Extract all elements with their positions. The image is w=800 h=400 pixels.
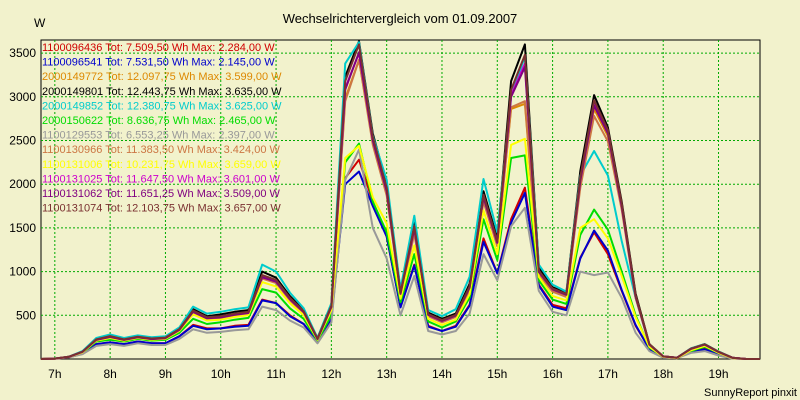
legend-entry: 1100131074 Tot: 12.103,75 Wh Max: 3.657,… bbox=[42, 203, 281, 215]
legend-entry: 2000149772 Tot: 12.097,75 Wh Max: 3.599,… bbox=[42, 71, 282, 83]
y-tick-label: 1500 bbox=[9, 221, 36, 235]
y-tick-label: 2500 bbox=[9, 134, 36, 148]
legend-entry: 1100096436 Tot: 7.509,50 Wh Max: 2.284,0… bbox=[42, 42, 275, 54]
x-tick-label: 10h bbox=[211, 367, 231, 381]
chart-title: Wechselrichtervergleich vom 01.09.2007 bbox=[283, 11, 518, 26]
x-tick-label: 15h bbox=[487, 367, 507, 381]
x-tick-label: 12h bbox=[321, 367, 341, 381]
x-tick-label: 18h bbox=[653, 367, 673, 381]
x-tick-label: 19h bbox=[709, 367, 729, 381]
series-line-1100096541 bbox=[40, 170, 760, 360]
y-axis-label: W bbox=[34, 16, 46, 30]
grid-lines bbox=[41, 40, 760, 359]
legend-entry: 2000149852 Tot: 12.380,75 Wh Max: 3.625,… bbox=[42, 100, 282, 112]
x-tick-label: 13h bbox=[377, 367, 397, 381]
footer-text: SunnyReport pinxit bbox=[704, 387, 797, 399]
y-tick-label: 3500 bbox=[9, 46, 36, 60]
series-line-1100129553 bbox=[40, 148, 760, 360]
x-tick-label: 11h bbox=[266, 367, 285, 381]
x-tick-label: 8h bbox=[103, 367, 116, 381]
legend-entry: 1100131025 Tot: 11.647,50 Wh Max: 3.601,… bbox=[42, 173, 281, 185]
y-tick-label: 1000 bbox=[9, 265, 36, 279]
y-tick-label: 500 bbox=[16, 308, 36, 322]
legend-entry: 1100131062 Tot: 11.651,25 Wh Max: 3.509,… bbox=[42, 188, 281, 200]
legend-entry: 1100096541 Tot: 7.531,50 Wh Max: 2.145,0… bbox=[42, 57, 275, 69]
y-tick-label: 3000 bbox=[9, 90, 36, 104]
legend-entry: 1100130966 Tot: 11.383,50 Wh Max: 3.424,… bbox=[42, 144, 281, 156]
legend: 1100096436 Tot: 7.509,50 Wh Max: 2.284,0… bbox=[42, 42, 282, 215]
legend-entry: 2000150622 Tot: 8.636,75 Wh Max: 2.465,0… bbox=[42, 115, 276, 127]
legend-entry: 2000149801 Tot: 12.443,75 Wh Max: 3.635,… bbox=[42, 86, 282, 98]
x-tick-labels: 7h 8h 9h 10h 11h 12h 13h 14h 15h 16h 17h 18h 19h bbox=[48, 367, 728, 381]
series-line-1100131074 bbox=[40, 43, 760, 360]
x-tick-label: 14h bbox=[432, 367, 452, 381]
x-tick-label: 7h bbox=[48, 367, 61, 381]
legend-entry: 1100129553 Tot: 6.553,25 Wh Max: 2.397,0… bbox=[42, 130, 275, 142]
y-tick-labels: 500 1000 1500 2000 2500 3000 3500 bbox=[9, 46, 36, 322]
x-tick-label: 16h bbox=[543, 367, 563, 381]
x-tick-label: 17h bbox=[598, 367, 618, 381]
x-tick-label: 9h bbox=[159, 367, 172, 381]
legend-entry: 1100131006 Tot: 10.231,75 Wh Max: 3.659,… bbox=[42, 159, 281, 171]
series-lines bbox=[40, 40, 760, 360]
y-tick-label: 2000 bbox=[9, 177, 36, 191]
